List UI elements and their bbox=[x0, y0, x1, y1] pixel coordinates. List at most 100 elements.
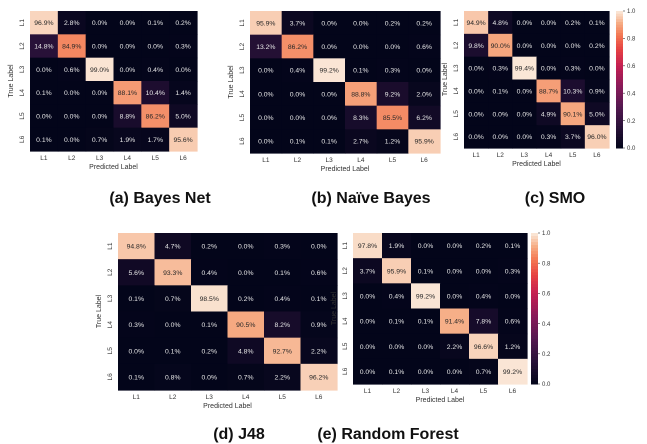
heatmap-cell bbox=[118, 259, 156, 286]
cell-value-label: 0.0% bbox=[120, 67, 136, 74]
colorbar-segment bbox=[531, 233, 538, 237]
heatmap-cell bbox=[376, 105, 409, 130]
heatmap-cell bbox=[560, 125, 586, 149]
cell-value-label: 2.8% bbox=[64, 20, 80, 27]
cell-value-label: 0.0% bbox=[360, 369, 376, 376]
x-tick-label: L6 bbox=[509, 388, 517, 395]
cell-value-label: 0.8% bbox=[165, 374, 181, 381]
cell-value-label: 0.1% bbox=[148, 20, 164, 27]
cell-value-label: 0.0% bbox=[36, 114, 52, 121]
cell-value-label: 0.1% bbox=[36, 90, 52, 97]
colorbar-segment bbox=[616, 54, 623, 59]
heatmap-cell bbox=[440, 258, 470, 284]
heatmap-cell bbox=[313, 11, 346, 36]
heatmap-cell bbox=[169, 127, 198, 152]
cell-value-label: 0.0% bbox=[541, 20, 557, 27]
cell-value-label: 0.0% bbox=[64, 90, 80, 97]
heatmap-panel: 95.9% 3.7% 0.0% 0.0% 0.2% 0.2% 13.2% 86.2% 0.0% 0… bbox=[228, 11, 441, 173]
colorbar-tick-label: 0.0 bbox=[542, 382, 551, 388]
colorbar-segment bbox=[616, 142, 623, 146]
cell-value-label: 0.0% bbox=[418, 369, 434, 376]
cell-value-label: 0.0% bbox=[517, 43, 533, 50]
heatmap-cell bbox=[376, 82, 409, 107]
cell-value-label: 0.0% bbox=[517, 134, 533, 141]
colorbar-segment bbox=[616, 117, 623, 122]
x-tick-label: L2 bbox=[294, 157, 302, 164]
cell-value-label: 0.1% bbox=[275, 270, 291, 277]
heatmap-cell bbox=[141, 34, 170, 59]
heatmap-cell bbox=[85, 34, 115, 59]
heatmap-cell bbox=[408, 34, 441, 59]
cell-value-label: 0.1% bbox=[36, 137, 52, 144]
x-tick-label: L2 bbox=[393, 388, 401, 395]
heatmap-cell bbox=[141, 11, 170, 35]
heatmap-cell bbox=[57, 104, 87, 129]
cell-value-label: 0.2% bbox=[202, 348, 218, 355]
heatmap-cell bbox=[411, 333, 441, 360]
heatmap-cell bbox=[300, 285, 338, 313]
cell-value-label: 5.0% bbox=[175, 114, 191, 121]
heatmap-cell bbox=[191, 311, 229, 339]
cell-value-label: 93.3% bbox=[163, 270, 182, 277]
colorbar-segment bbox=[531, 356, 538, 361]
heatmap-cell bbox=[154, 337, 192, 365]
colorbar-segment bbox=[531, 371, 538, 376]
heatmap-cell bbox=[353, 358, 383, 385]
y-axis-label: True Label bbox=[8, 64, 15, 98]
cell-value-label: 14.8% bbox=[34, 44, 53, 51]
cell-value-label: 0.0% bbox=[238, 270, 254, 277]
heatmap-cell bbox=[264, 233, 302, 260]
colorbar-segment bbox=[531, 311, 538, 316]
colorbar-segment bbox=[531, 368, 538, 373]
heatmap-cell bbox=[57, 127, 87, 152]
y-tick-label: L2 bbox=[239, 43, 246, 51]
y-tick-label: L4 bbox=[19, 89, 26, 97]
cell-value-label: 99.0% bbox=[90, 67, 109, 74]
colorbar-tick-label: 1.0 bbox=[627, 9, 636, 15]
x-tick-label: L4 bbox=[242, 394, 250, 401]
colorbar-segment bbox=[616, 11, 623, 15]
heatmap-cell bbox=[488, 102, 513, 126]
colorbar-segment bbox=[616, 65, 623, 70]
cell-value-label: 0.0% bbox=[202, 374, 218, 381]
x-tick-label: L5 bbox=[279, 394, 287, 401]
heatmap-cell bbox=[30, 57, 59, 82]
heatmap-cell bbox=[113, 11, 142, 35]
heatmap-cell bbox=[118, 233, 156, 260]
cell-value-label: 6.2% bbox=[416, 115, 432, 122]
heatmap-cell bbox=[464, 125, 489, 149]
heatmap-cell bbox=[227, 363, 265, 391]
heatmap-cell bbox=[264, 259, 302, 286]
cell-value-label: 0.0% bbox=[321, 44, 337, 51]
cell-value-label: 0.0% bbox=[321, 115, 337, 122]
colorbar-segment bbox=[616, 57, 623, 61]
cell-value-label: 0.0% bbox=[353, 44, 369, 51]
cell-value-label: 10.3% bbox=[563, 88, 582, 95]
heatmap-cell bbox=[250, 105, 283, 130]
heatmap-cell bbox=[469, 233, 499, 259]
colorbar-tick-label: 0.4 bbox=[627, 91, 636, 97]
cell-value-label: 90.0% bbox=[491, 43, 510, 50]
colorbar-segment bbox=[531, 338, 538, 343]
heatmap-cell bbox=[191, 363, 229, 391]
heatmap-cell bbox=[469, 333, 499, 360]
heatmap-cell bbox=[464, 79, 489, 103]
cell-value-label: 0.0% bbox=[517, 88, 533, 95]
heatmap-cell bbox=[300, 363, 338, 391]
y-tick-label: L6 bbox=[19, 135, 26, 143]
cell-value-label: 95.9% bbox=[415, 139, 434, 146]
y-tick-label: L2 bbox=[453, 41, 460, 49]
heatmap-cell bbox=[57, 34, 87, 59]
cell-value-label: 0.1% bbox=[290, 139, 306, 146]
y-tick-label: L6 bbox=[453, 133, 460, 141]
colorbar-segment bbox=[531, 365, 538, 370]
y-tick-label: L6 bbox=[239, 137, 246, 145]
cell-value-label: 1.2% bbox=[385, 139, 401, 146]
colorbar-segment bbox=[531, 308, 538, 313]
x-tick-label: L3 bbox=[96, 155, 104, 162]
cell-value-label: 0.0% bbox=[165, 322, 181, 329]
y-tick-label: L1 bbox=[453, 18, 460, 26]
colorbar: 1.0 0.8 0.6 0.4 0.2 0.0 bbox=[616, 9, 636, 152]
colorbar-segment bbox=[531, 260, 538, 264]
heatmap-cell bbox=[376, 58, 409, 83]
